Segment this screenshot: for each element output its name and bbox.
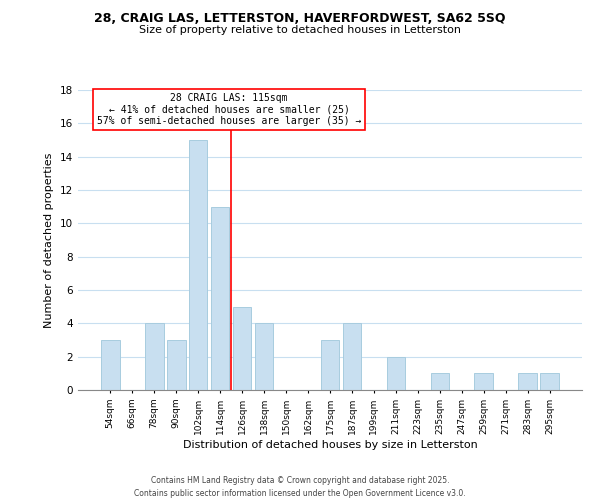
Bar xyxy=(320,340,340,390)
Y-axis label: Number of detached properties: Number of detached properties xyxy=(44,152,55,328)
Bar xyxy=(211,206,229,390)
Bar xyxy=(343,324,361,390)
Bar xyxy=(518,374,537,390)
Bar xyxy=(386,356,405,390)
X-axis label: Distribution of detached houses by size in Letterston: Distribution of detached houses by size … xyxy=(182,440,478,450)
Bar xyxy=(475,374,493,390)
Bar xyxy=(189,140,208,390)
Text: 28 CRAIG LAS: 115sqm
← 41% of detached houses are smaller (25)
57% of semi-detac: 28 CRAIG LAS: 115sqm ← 41% of detached h… xyxy=(97,93,361,126)
Bar xyxy=(431,374,449,390)
Bar xyxy=(101,340,119,390)
Bar xyxy=(233,306,251,390)
Bar xyxy=(145,324,164,390)
Bar xyxy=(167,340,185,390)
Text: Size of property relative to detached houses in Letterston: Size of property relative to detached ho… xyxy=(139,25,461,35)
Bar xyxy=(541,374,559,390)
Bar xyxy=(255,324,274,390)
Text: 28, CRAIG LAS, LETTERSTON, HAVERFORDWEST, SA62 5SQ: 28, CRAIG LAS, LETTERSTON, HAVERFORDWEST… xyxy=(94,12,506,26)
Text: Contains HM Land Registry data © Crown copyright and database right 2025.
Contai: Contains HM Land Registry data © Crown c… xyxy=(134,476,466,498)
